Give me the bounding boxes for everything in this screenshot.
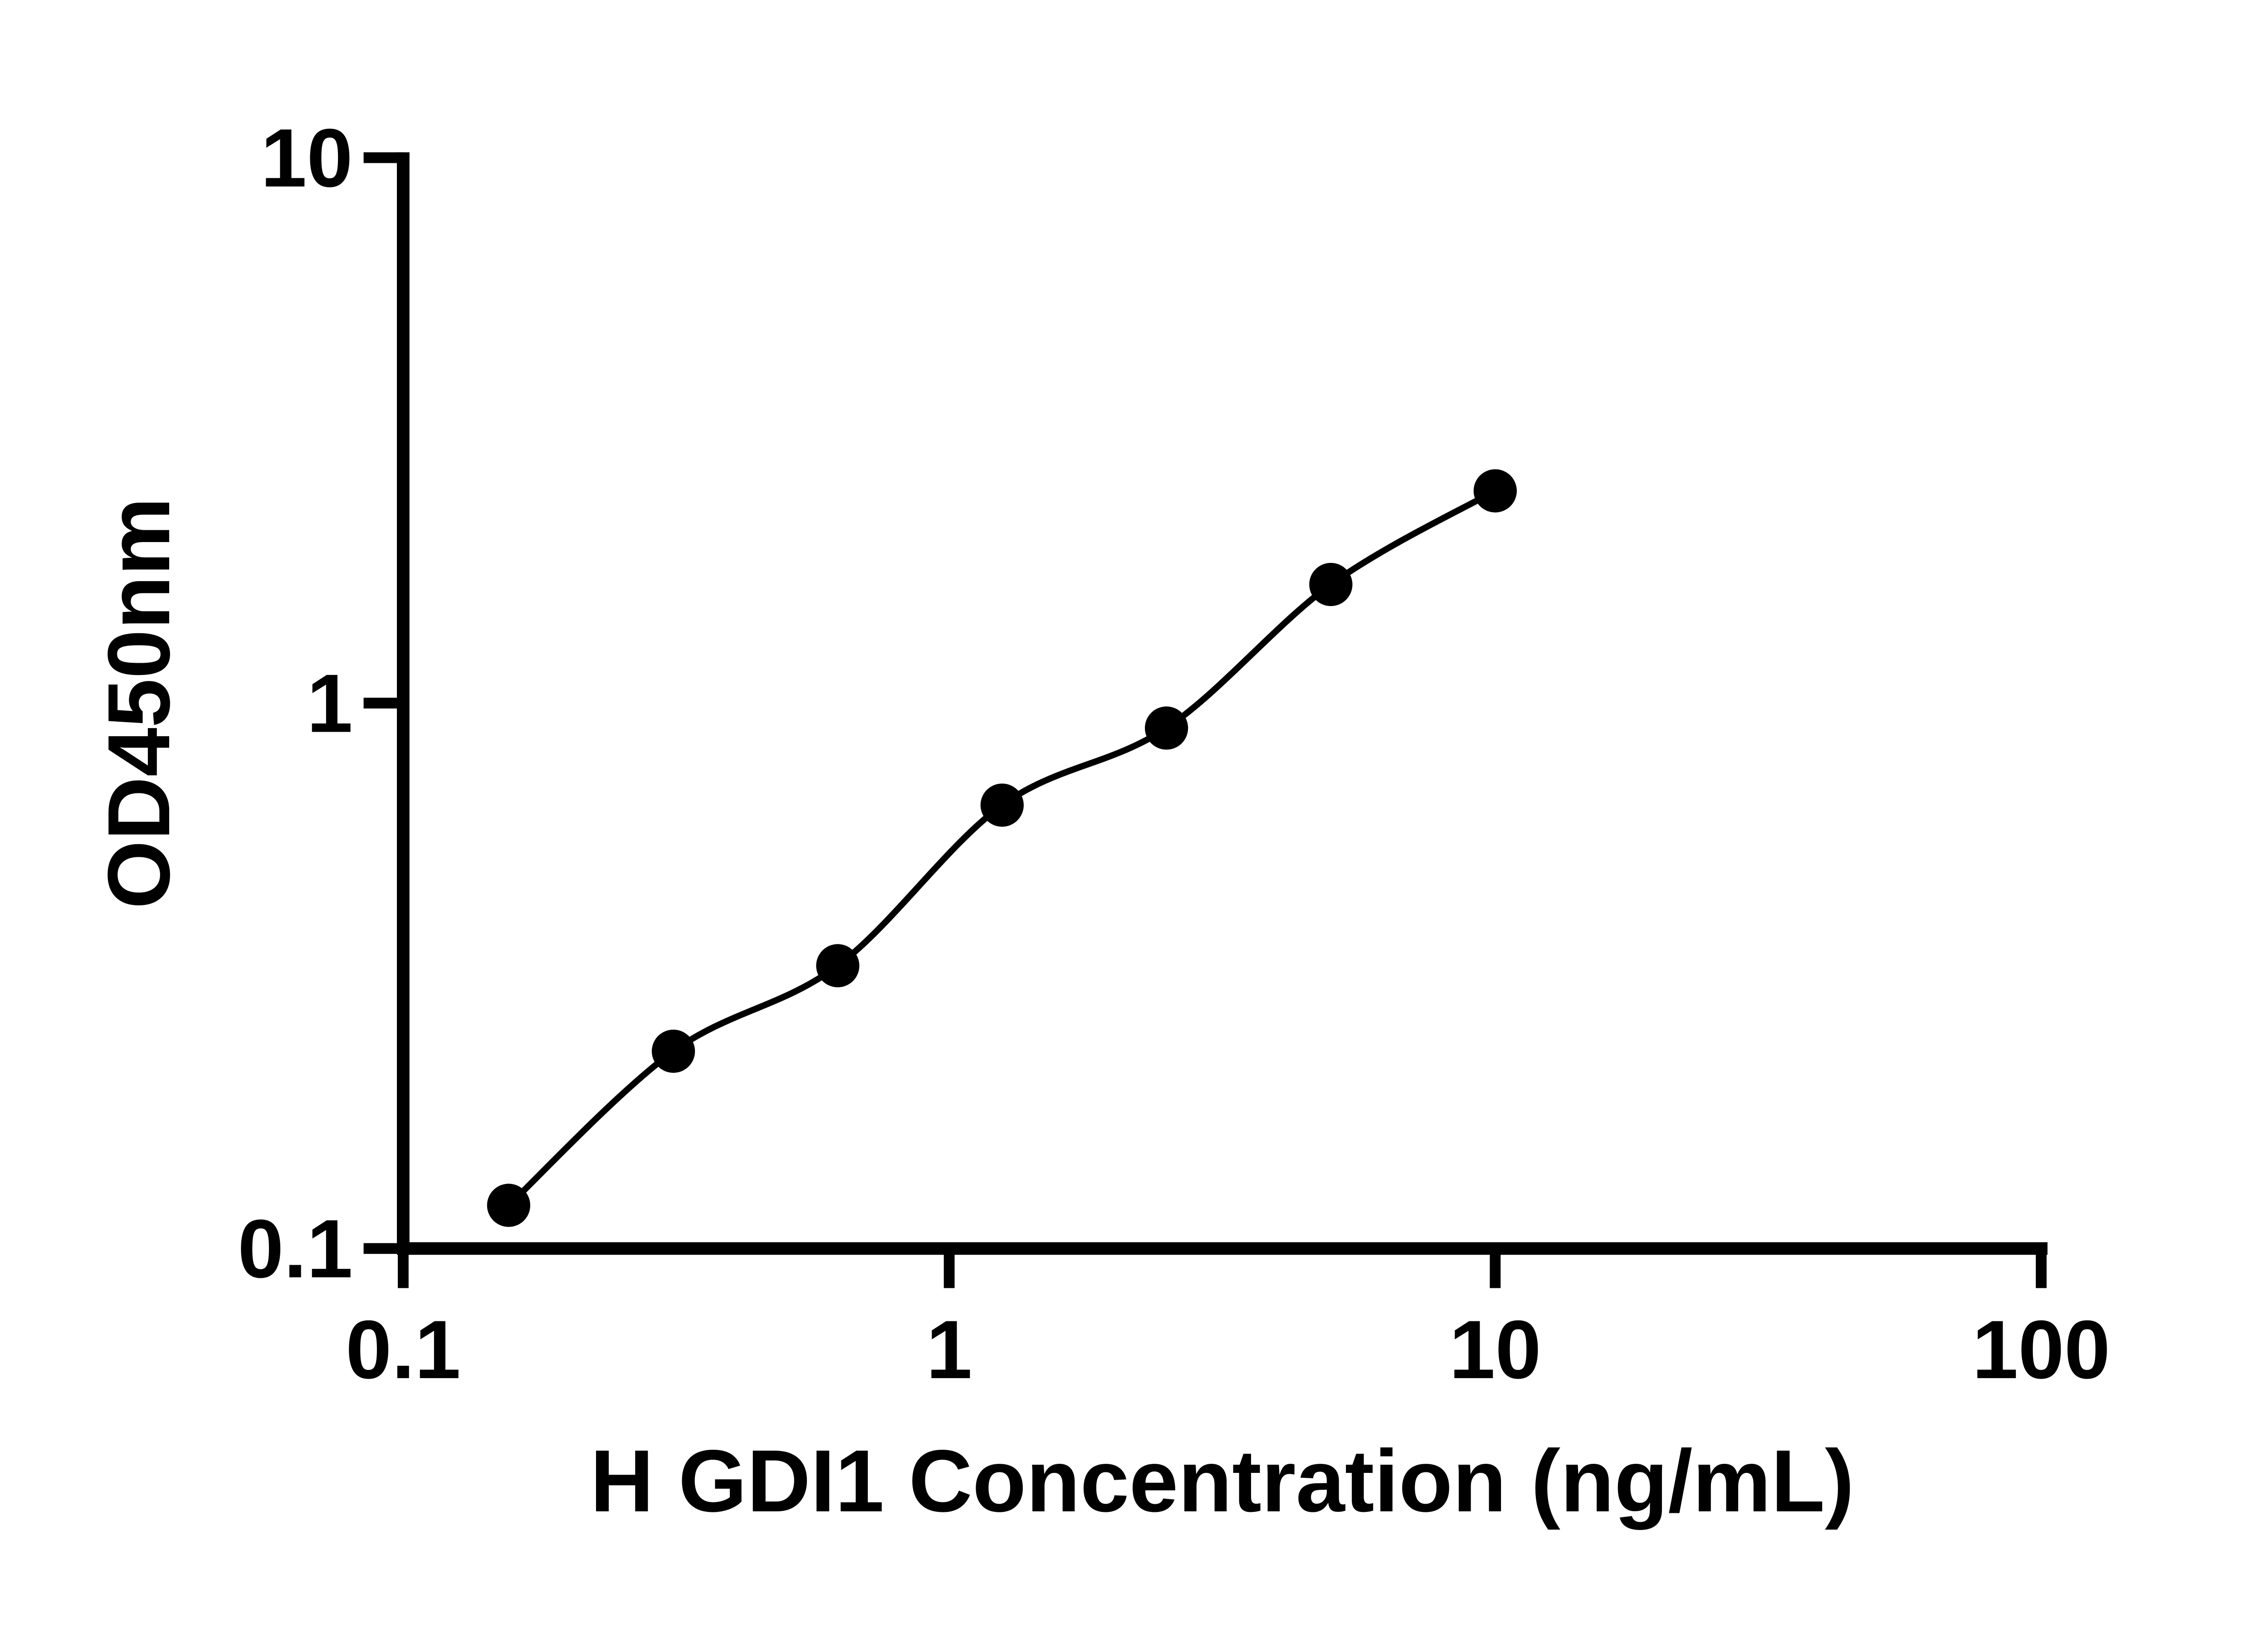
- axes: 0.1 1 10 100 0.1 1 10: [238, 112, 2110, 1396]
- data-point: [1473, 469, 1517, 513]
- y-tick-label: 10: [261, 112, 353, 204]
- data-point: [1144, 706, 1188, 750]
- data-series: [487, 469, 1517, 1227]
- y-axis-title: OD450nm: [90, 497, 188, 909]
- x-tick-labels: 0.1 1 10 100: [346, 1303, 2110, 1396]
- x-tick-label: 10: [1449, 1303, 1541, 1396]
- data-point: [816, 944, 860, 988]
- x-tick-label: 0.1: [346, 1303, 461, 1396]
- y-tick-label: 0.1: [238, 1203, 353, 1295]
- data-point: [487, 1183, 530, 1227]
- data-point: [1309, 562, 1353, 606]
- x-axis-title: H GDI1 Concentration (ng/mL): [590, 1432, 1854, 1530]
- data-point: [651, 1029, 695, 1073]
- data-points: [487, 469, 1517, 1227]
- y-tick-label: 1: [307, 657, 353, 749]
- x-tick-label: 1: [926, 1303, 973, 1396]
- data-point: [980, 783, 1024, 827]
- x-tick-label: 100: [1972, 1303, 2111, 1396]
- y-tick-marks: [363, 152, 403, 1254]
- y-tick-labels: 0.1 1 10: [238, 112, 353, 1295]
- x-tick-marks: [397, 1248, 2047, 1288]
